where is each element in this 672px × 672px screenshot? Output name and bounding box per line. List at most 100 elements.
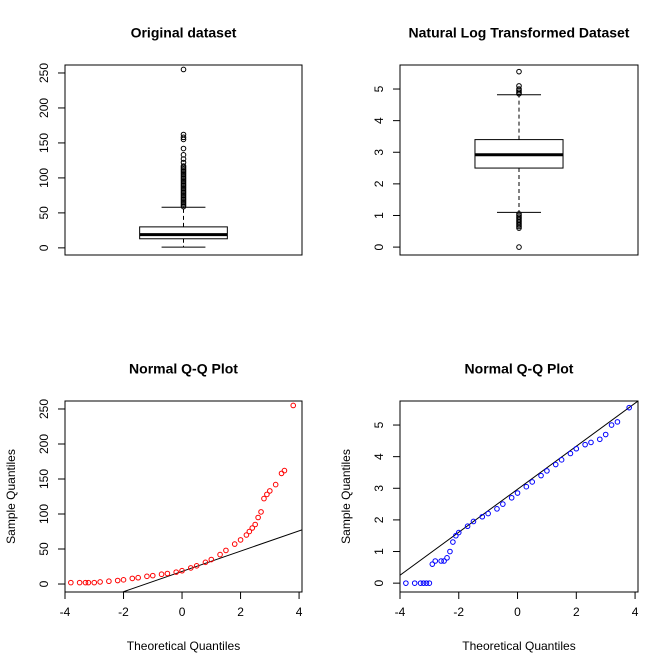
qq-point <box>68 579 74 586</box>
outlier <box>180 66 187 73</box>
qq-point <box>450 539 456 545</box>
qq-point <box>258 509 264 515</box>
x-tick-label: -2 <box>453 605 464 619</box>
qq-point <box>237 537 244 543</box>
x-axis-label: Theoretical Quantiles <box>462 639 575 653</box>
qq-point <box>144 573 150 580</box>
qq-point <box>252 521 258 528</box>
y-tick-label: 4 <box>372 453 386 460</box>
qq-point <box>582 441 588 448</box>
qq-point <box>470 518 477 525</box>
y-tick-label: 50 <box>37 206 51 220</box>
x-axis-label: Theoretical Quantiles <box>127 639 240 653</box>
qq-point <box>129 575 136 582</box>
reference-line <box>400 401 638 576</box>
outlier <box>180 134 187 141</box>
qq-point <box>567 450 574 457</box>
y-axis-label: Sample Quantiles <box>4 449 18 544</box>
qq-point <box>403 580 409 586</box>
qq-point <box>558 457 565 463</box>
qq-point <box>529 479 536 485</box>
qq-point <box>447 548 453 555</box>
qq-point <box>164 570 171 577</box>
qq-point <box>544 468 550 474</box>
y-tick-label: 3 <box>372 485 386 492</box>
plot-frame <box>64 400 303 593</box>
outlier <box>516 83 522 89</box>
y-tick-label: 100 <box>37 168 51 188</box>
y-tick-label: 0 <box>37 244 51 251</box>
outlier <box>180 159 187 166</box>
outlier <box>180 152 187 158</box>
qq-point <box>479 513 486 520</box>
chart-title: Original dataset <box>131 25 237 41</box>
qq-point <box>290 402 297 409</box>
qq-point <box>193 563 200 569</box>
qq-point <box>249 525 256 531</box>
qq-point <box>453 532 459 539</box>
y-tick-label: 3 <box>372 149 386 156</box>
qq-point <box>114 577 121 584</box>
y-tick-label: 100 <box>37 504 51 524</box>
qq-point <box>588 439 594 446</box>
x-tick-label: 2 <box>573 605 580 619</box>
qq-point <box>76 579 83 586</box>
qq-point <box>420 580 427 586</box>
qq-point <box>573 445 580 452</box>
reference-line <box>121 529 302 592</box>
qq-point <box>120 577 127 583</box>
qq-point <box>441 558 447 564</box>
qq-point <box>97 579 103 585</box>
y-tick-label: 0 <box>372 579 386 586</box>
qq-point <box>417 580 424 586</box>
qq-point <box>429 561 436 567</box>
outlier <box>516 211 522 217</box>
outlier <box>516 68 522 75</box>
qq-point <box>278 470 285 477</box>
x-tick-label: 0 <box>514 605 521 619</box>
y-tick-label: 5 <box>372 85 386 92</box>
y-tick-label: 150 <box>37 469 51 489</box>
qq-point <box>217 551 223 558</box>
outlier <box>180 131 187 138</box>
qq-point <box>231 541 238 547</box>
qq-point <box>135 574 141 581</box>
qq-point <box>455 529 462 536</box>
y-tick-label: 0 <box>37 580 51 587</box>
y-tick-label: 0 <box>372 243 386 250</box>
qq-point <box>494 506 500 512</box>
y-tick-label: 250 <box>37 63 51 83</box>
qq-point <box>552 461 559 468</box>
plot-frame <box>399 400 639 593</box>
qq-point <box>188 565 194 571</box>
y-tick-label: 150 <box>37 133 51 153</box>
qq-point <box>432 558 439 564</box>
qq-point <box>179 567 185 574</box>
qq-point <box>538 472 544 479</box>
chart-title: Normal Q-Q Plot <box>129 361 238 377</box>
qq-point <box>500 501 506 507</box>
qq-point <box>267 488 273 494</box>
qq-point <box>158 571 165 578</box>
y-tick-label: 200 <box>37 434 51 454</box>
chart-title: Natural Log Transformed Dataset <box>409 25 630 41</box>
qq-point <box>82 579 89 586</box>
qq-point <box>426 580 433 586</box>
qq-point <box>149 572 156 579</box>
qq-point <box>602 431 609 438</box>
qq-point <box>85 579 92 586</box>
qq-point <box>608 422 615 428</box>
qq-point <box>261 495 267 502</box>
qq-point <box>464 523 471 530</box>
qq-point <box>614 419 621 425</box>
y-tick-label: 250 <box>37 399 51 419</box>
outlier <box>180 163 187 169</box>
qq-point <box>597 436 603 443</box>
y-tick-label: 200 <box>37 98 51 118</box>
qq-point <box>106 578 112 585</box>
qq-point <box>423 580 430 586</box>
outlier <box>180 145 187 152</box>
y-axis-label: Sample Quantiles <box>339 449 353 544</box>
qq-point <box>626 404 632 411</box>
